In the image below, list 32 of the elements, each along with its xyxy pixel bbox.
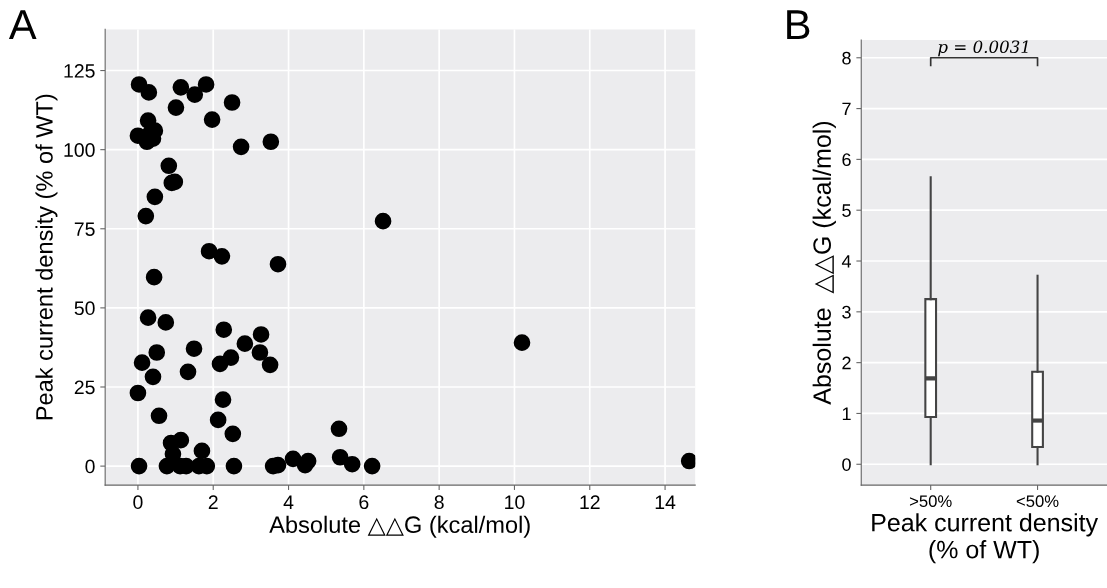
x-tick-label: 4 bbox=[283, 495, 294, 509]
x-tick-label: 14 bbox=[655, 495, 676, 509]
chart-title: B bbox=[787, 10, 810, 40]
y-tick-label: 0 bbox=[85, 459, 95, 474]
x-tick-label: 2 bbox=[208, 495, 218, 509]
annotation: p = 0.0031 bbox=[938, 40, 1028, 57]
x-tick-label: 10 bbox=[505, 495, 525, 510]
y-tick-label: 125 bbox=[64, 64, 95, 78]
y-axis-title: Peak current density (% of WT) bbox=[35, 94, 58, 420]
y-tick-label: 50 bbox=[74, 301, 95, 316]
y-axis-title: Absolute △△G (kcal/mol) bbox=[812, 121, 836, 405]
y-tick-label: 75 bbox=[74, 222, 95, 237]
y-tick-label: 2 bbox=[842, 356, 851, 370]
y-tick-label: 1 bbox=[842, 407, 851, 420]
y-tick-label: 7 bbox=[842, 102, 851, 116]
y-tick-label: 100 bbox=[64, 143, 95, 157]
x-axis-title: Peak current density (% of WT) bbox=[872, 513, 1099, 564]
x-tick-label: >50% bbox=[909, 495, 952, 508]
x-tick-label: 0 bbox=[133, 495, 143, 510]
x-axis-title: Absolute △△G (kcal/mol) bbox=[269, 515, 530, 538]
chart-title: A bbox=[8, 10, 37, 40]
y-tick-label: 8 bbox=[842, 51, 851, 65]
x-tick-label: 12 bbox=[580, 495, 600, 509]
x-tick-label: 6 bbox=[359, 495, 369, 510]
y-tick-label: 4 bbox=[841, 255, 851, 268]
y-tick-label: 3 bbox=[842, 305, 851, 319]
y-tick-label: 0 bbox=[842, 458, 851, 471]
y-tick-label: 5 bbox=[842, 204, 851, 217]
x-tick-label: <50% bbox=[1016, 495, 1059, 508]
y-tick-label: 6 bbox=[842, 153, 851, 167]
y-tick-label: 25 bbox=[74, 380, 95, 395]
x-tick-label: 8 bbox=[434, 495, 444, 510]
